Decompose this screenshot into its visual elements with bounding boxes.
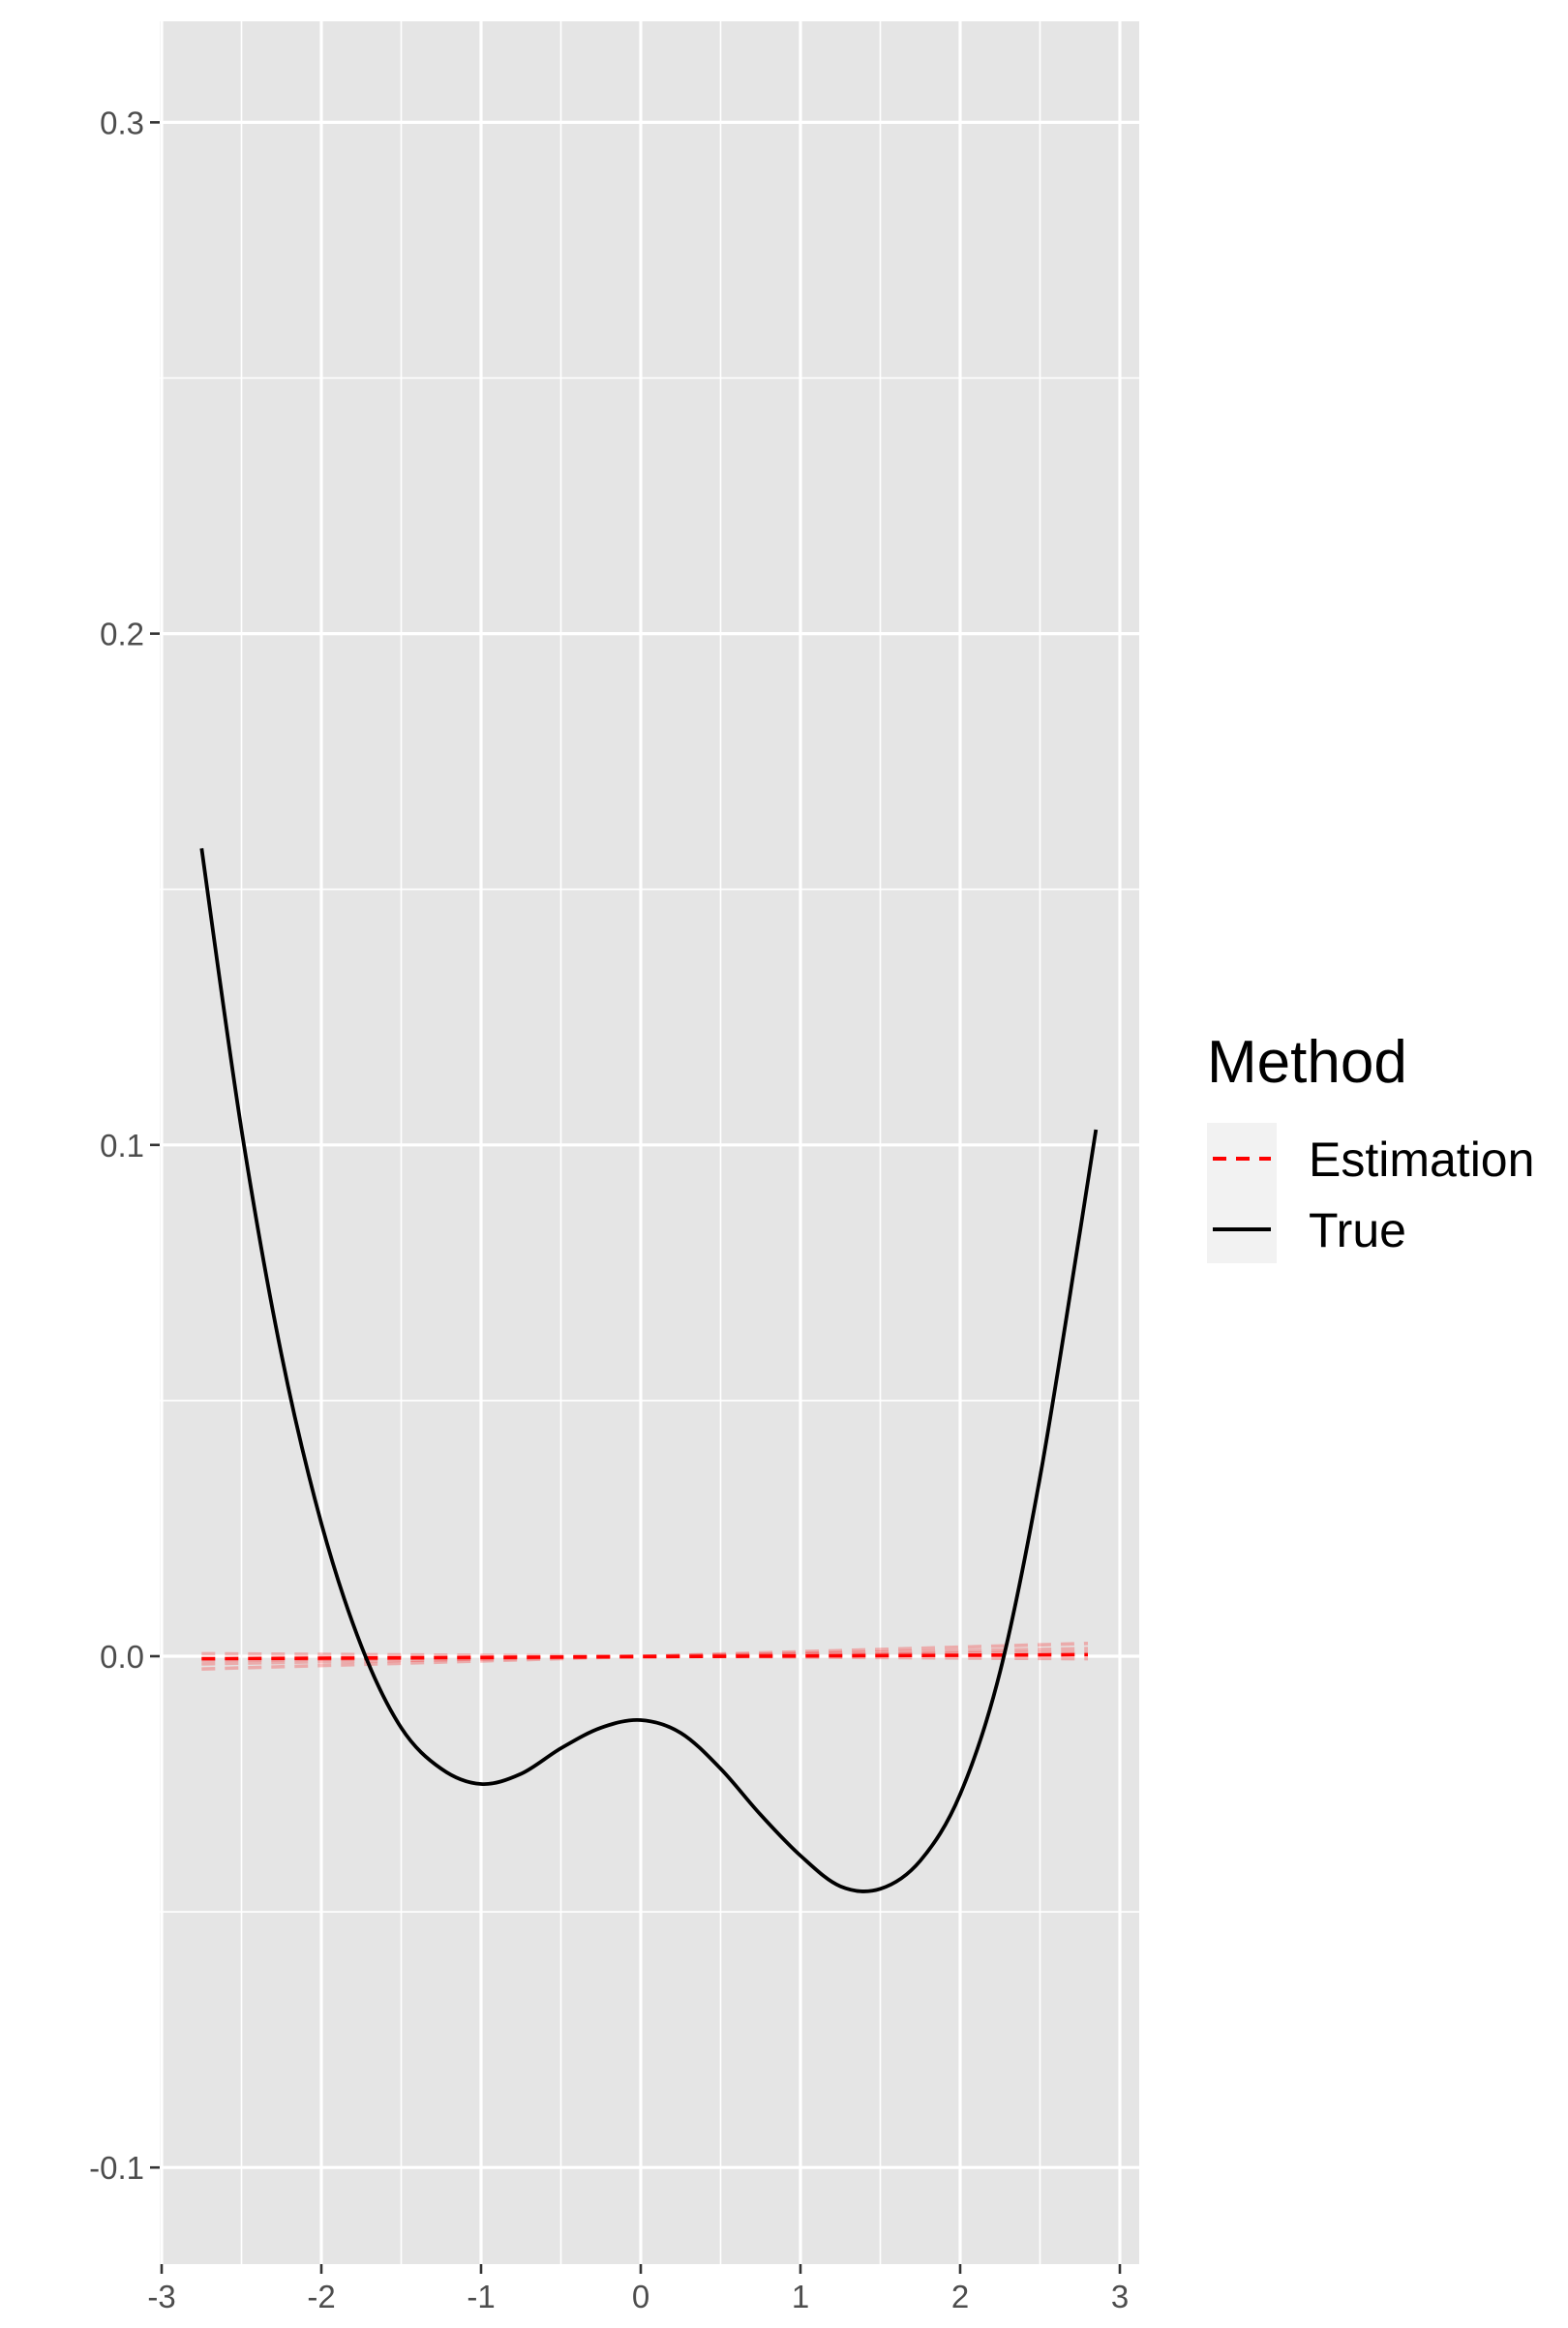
minor-gridlines bbox=[160, 21, 1139, 2264]
panel-background bbox=[160, 21, 1139, 2264]
legend-label-estimation: Estimation bbox=[1309, 1133, 1534, 1187]
y-tick-label: -0.1 bbox=[89, 2150, 144, 2186]
y-tick-label: 0.3 bbox=[100, 105, 144, 140]
x-tick-label: 2 bbox=[951, 2279, 969, 2314]
x-tick-label: -2 bbox=[307, 2279, 335, 2314]
y-tick-label: 0.0 bbox=[100, 1639, 144, 1675]
x-tick-label: 1 bbox=[792, 2279, 809, 2314]
legend-label-true: True bbox=[1309, 1203, 1406, 1257]
series-line-true bbox=[199, 848, 1099, 1893]
legend-title: Method bbox=[1207, 1029, 1407, 1096]
series-layer bbox=[199, 848, 1099, 1893]
legend-key-background bbox=[1207, 1123, 1277, 1263]
x-tick-label: 0 bbox=[632, 2279, 649, 2314]
x-tick-label: 3 bbox=[1111, 2279, 1129, 2314]
x-tick-labels: -3 -2 -1 0 1 2 3 bbox=[147, 2279, 1129, 2314]
y-tick-label: 0.1 bbox=[100, 1128, 144, 1164]
legend: Method Estimation True bbox=[1207, 1029, 1534, 1263]
major-gridlines bbox=[160, 21, 1139, 2264]
x-tick-label: -3 bbox=[147, 2279, 175, 2314]
y-tick-label: 0.2 bbox=[100, 617, 144, 652]
x-tick-label: -1 bbox=[467, 2279, 495, 2314]
axis-ticks bbox=[150, 121, 1122, 2274]
y-tick-labels: -0.1 0.0 0.1 0.2 0.3 bbox=[89, 105, 144, 2186]
series-line-estimation bbox=[201, 1652, 1089, 1661]
